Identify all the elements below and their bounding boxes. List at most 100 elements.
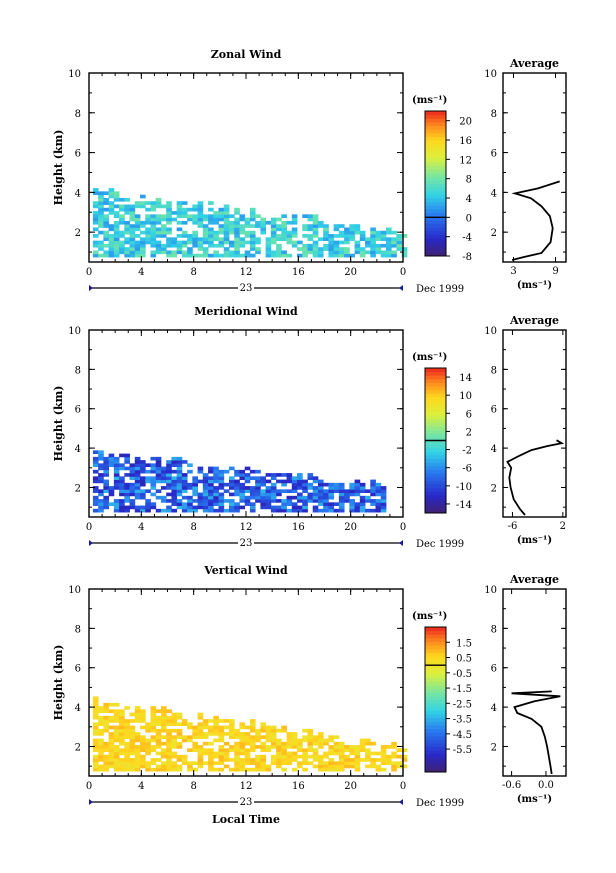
heatmap-cell (202, 234, 209, 238)
heatmap-cell (145, 479, 151, 484)
x-tick-label: 20 (344, 781, 357, 792)
heatmap-cell (160, 719, 167, 723)
heatmap-cell (197, 712, 204, 717)
heatmap-cell (249, 253, 256, 258)
heatmap-cell (155, 234, 162, 238)
heatmap-cell (297, 508, 303, 513)
heatmap-cell (223, 214, 230, 219)
heatmap-cell (286, 234, 293, 238)
heatmap-cell (276, 479, 282, 484)
heatmap-cell (291, 741, 298, 746)
heatmap-cell (223, 719, 230, 723)
heatmap-cell (281, 741, 287, 746)
heatmap-cell (276, 234, 282, 238)
heatmap-cell (208, 489, 214, 493)
heatmap-cell (249, 492, 256, 497)
heatmap-cell (375, 247, 382, 251)
heatmap-cell (365, 499, 371, 503)
heatmap-cell (208, 469, 214, 474)
heatmap-cell (192, 725, 198, 730)
heatmap-cell (134, 227, 141, 232)
heatmap-cell (344, 247, 350, 251)
heatmap-cell (140, 220, 146, 225)
heatmap-cell (228, 508, 235, 513)
colorbar-band (425, 172, 446, 177)
heatmap-cell (140, 224, 146, 228)
heatmap-cell (150, 758, 157, 762)
heatmap-cell (98, 214, 104, 219)
heatmap-cell (307, 214, 314, 219)
heatmap-cell (129, 466, 136, 471)
heatmap-cell (244, 220, 251, 225)
heatmap-cell (92, 706, 99, 710)
heatmap-cell (375, 250, 382, 255)
heatmap-cell (218, 211, 225, 215)
heatmap-cell (134, 758, 141, 762)
heatmap-cell (291, 482, 298, 487)
heatmap-cell (234, 230, 240, 235)
heatmap-cell (202, 719, 209, 723)
heatmap-cell (265, 220, 272, 225)
heatmap-cell (103, 214, 110, 219)
heatmap-cell (124, 197, 130, 202)
heatmap-cell (134, 456, 141, 461)
heatmap-cell (239, 237, 246, 242)
heatmap-cell (103, 220, 110, 225)
heatmap-cell (228, 719, 235, 723)
heatmap-cell (312, 738, 319, 743)
heatmap-cell (140, 476, 146, 480)
heatmap-cell (338, 240, 345, 245)
heatmap-cell (208, 767, 214, 772)
heatmap-cell (119, 453, 125, 458)
heatmap-cell (218, 253, 225, 258)
heatmap-cell (134, 738, 141, 743)
heatmap-cell (270, 230, 277, 235)
heatmap-cell (113, 719, 120, 723)
colorbar-band (425, 230, 446, 235)
heatmap-cell (202, 237, 209, 242)
heatmap-cell (103, 715, 110, 720)
heatmap-cell (134, 709, 141, 714)
heatmap-cell (176, 745, 183, 749)
heatmap-cell (171, 735, 178, 739)
heatmap-cell (98, 197, 104, 202)
heatmap-cell (192, 505, 198, 510)
heatmap-cell (391, 250, 397, 255)
heatmap-cell (239, 230, 246, 235)
heatmap-cell (134, 240, 141, 245)
heatmap-cell (297, 492, 303, 497)
colorbar-tick-label: 16 (459, 136, 472, 147)
colorbar-band (425, 378, 446, 383)
heatmap-cell (98, 243, 104, 248)
heatmap-cell (213, 489, 219, 493)
heatmap-cell (291, 227, 298, 232)
heatmap-cell (234, 754, 240, 759)
heatmap-cell (328, 735, 335, 739)
heatmap-cell (286, 751, 293, 756)
heatmap-cell (291, 479, 298, 484)
heatmap-cell (176, 741, 183, 746)
heatmap-cell (176, 489, 183, 493)
heatmap-cell (223, 211, 230, 215)
heatmap-cell (276, 227, 282, 232)
heatmap-cell (150, 722, 157, 727)
heatmap-cell (265, 505, 272, 510)
heatmap-cell (181, 243, 188, 248)
heatmap-cell (150, 486, 157, 490)
heatmap-cell (338, 741, 345, 746)
heatmap-cell (260, 227, 267, 232)
heatmap-cell (375, 234, 382, 238)
heatmap-cell (160, 741, 167, 746)
heatmap-cell (328, 738, 335, 743)
heatmap-cell (192, 486, 198, 490)
heatmap-cell (281, 761, 287, 765)
heatmap-cell (155, 473, 162, 477)
heatmap-cell (208, 492, 214, 497)
heatmap-cell (145, 489, 151, 493)
heatmap-cell (192, 728, 198, 733)
heatmap-cell (281, 502, 287, 506)
heatmap-cell (255, 247, 261, 251)
heatmap-cell (113, 473, 120, 477)
heatmap-cell (129, 486, 136, 490)
heatmap-cell (218, 728, 225, 733)
